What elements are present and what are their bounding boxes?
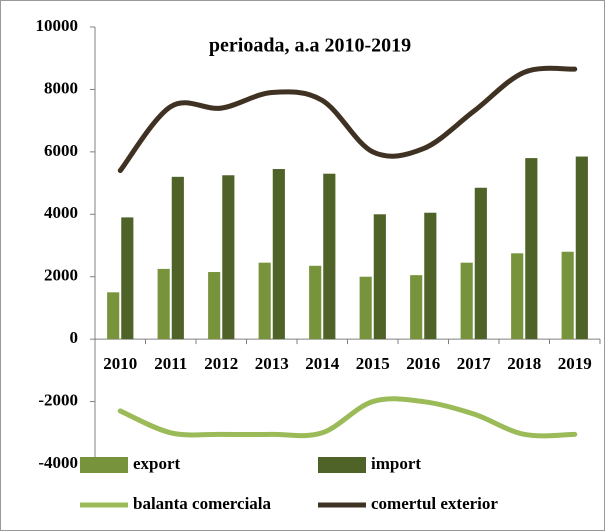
y-tick-label: 0 [70, 328, 79, 347]
bar [121, 217, 134, 340]
legend-label: comertul exterior [371, 494, 498, 513]
bar [157, 268, 170, 340]
y-tick-label: 2000 [44, 266, 78, 285]
x-tick-label: 2015 [356, 354, 390, 373]
legend-swatch [80, 457, 128, 473]
bar [272, 169, 285, 340]
chart-title: perioada, a.a 2010-2019 [209, 35, 411, 57]
x-tick-label: 2010 [103, 354, 137, 373]
x-tick-label: 2016 [406, 354, 440, 373]
y-tick-label: 6000 [44, 141, 78, 160]
bar [561, 251, 574, 340]
bar [511, 253, 524, 340]
bar [424, 212, 437, 340]
bar [222, 175, 235, 340]
bar [171, 176, 184, 340]
x-tick-label: 2013 [255, 354, 289, 373]
bar [373, 214, 386, 340]
x-tick-label: 2019 [558, 354, 592, 373]
y-tick-label: 10000 [36, 16, 79, 35]
bar [258, 262, 271, 340]
line [117, 65, 578, 174]
bar [323, 173, 336, 340]
bar [309, 265, 322, 340]
legend-label: import [371, 454, 421, 473]
y-tick-label: 4000 [44, 203, 78, 222]
bar [474, 187, 487, 340]
y-tick-label: -2000 [38, 390, 78, 409]
bar [575, 156, 588, 340]
bar [460, 262, 473, 340]
bar [525, 158, 538, 340]
x-tick-label: 2014 [305, 354, 340, 373]
x-tick-label: 2017 [457, 354, 492, 373]
legend-swatch [318, 457, 366, 473]
x-tick-label: 2018 [507, 354, 541, 373]
legend-label: balanta comerciala [133, 494, 272, 513]
x-tick-label: 2012 [204, 354, 238, 373]
bar [359, 276, 372, 340]
bar [107, 292, 120, 340]
line [117, 396, 578, 439]
y-tick-label: -4000 [38, 453, 78, 472]
legend-label: export [133, 454, 181, 473]
bar [410, 275, 423, 340]
x-tick-label: 2011 [154, 354, 187, 373]
bar [208, 272, 221, 340]
y-tick-label: 8000 [44, 78, 78, 97]
